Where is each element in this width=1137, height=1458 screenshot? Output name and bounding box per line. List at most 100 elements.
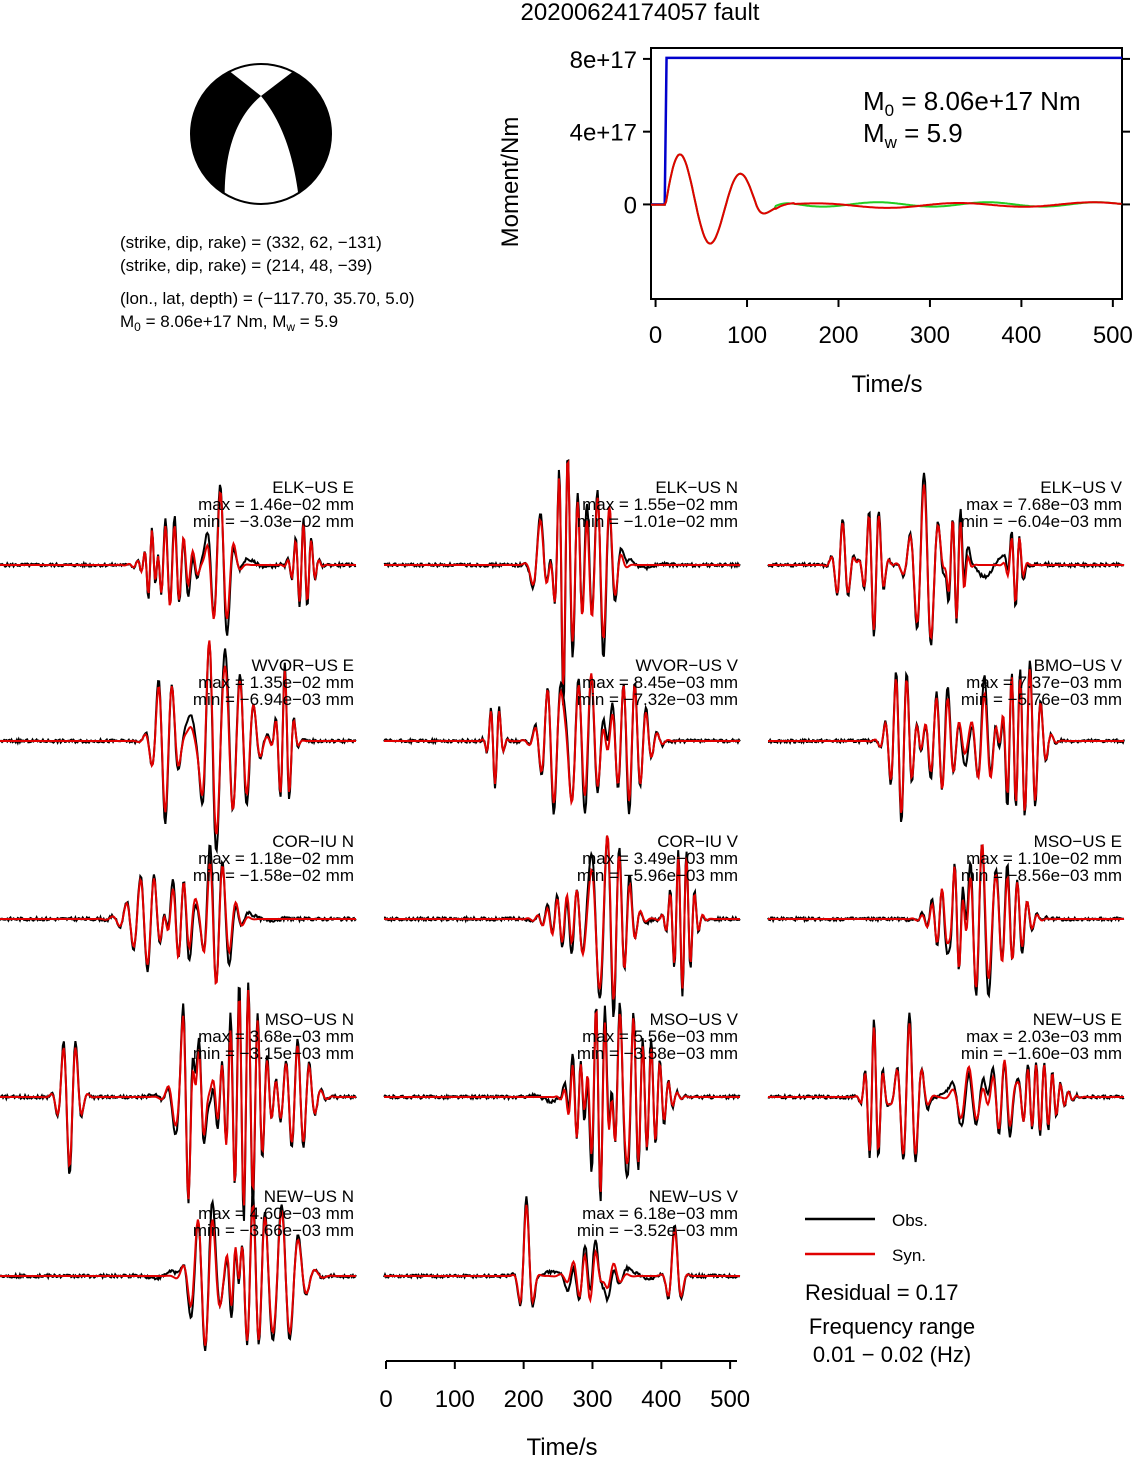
station-max: max = 5.56e−03 mm — [582, 1027, 738, 1046]
moment-function-chart: 0 4e+17 8e+17 0 100 200 300 400 500 Moment/Nm T… — [497, 47, 1133, 398]
station-max: max = 1.46e−02 mm — [198, 495, 354, 514]
station-max: max = 8.45e−03 mm — [582, 673, 738, 692]
synthetic-trace — [0, 1204, 356, 1346]
station-min: min = −1.01e−02 mm — [577, 512, 738, 531]
station-min: min = −3.58e−03 mm — [577, 1044, 738, 1063]
synthetic-trace — [0, 860, 356, 986]
moment-rate-synthetic-line — [651, 153, 1122, 245]
waveform-time-axis: 0 100 200 300 400 500 — [379, 1360, 750, 1413]
moment-xtick-label: 0 — [649, 322, 662, 349]
station-min: min = −1.58e−02 mm — [193, 866, 354, 885]
station-label: NEW−US N — [264, 1187, 354, 1206]
station-min: min = −3.03e−02 mm — [193, 512, 354, 531]
hypocenter-location: (lon., lat, depth) = (−117.70, 35.70, 5.… — [120, 289, 415, 308]
synthetic-trace — [768, 484, 1124, 641]
station-min: min = −3.52e−03 mm — [577, 1221, 738, 1240]
figure-title: 20200624174057 fault — [521, 0, 760, 26]
station-min: min = −8.56e−03 mm — [961, 866, 1122, 885]
station-max: max = 2.03e−03 mm — [966, 1027, 1122, 1046]
waveform-xtick-label: 500 — [710, 1386, 750, 1413]
synthetic-trace — [384, 835, 740, 1000]
station-min: min = −1.60e−03 mm — [961, 1044, 1122, 1063]
station-label: MSO−US N — [265, 1010, 354, 1029]
moment-xtick-label: 400 — [1001, 322, 1041, 349]
moment-xlabel: Time/s — [851, 371, 922, 398]
station-label: WVOR−US V — [636, 656, 739, 675]
moment-rate-observed-line — [651, 153, 1122, 245]
legend-obs-label: Obs. — [892, 1211, 928, 1230]
station-min: min = −5.96e−03 mm — [577, 866, 738, 885]
station-max: max = 3.49e−03 mm — [582, 849, 738, 868]
station-min: min = −6.04e−03 mm — [961, 512, 1122, 531]
synthetic-trace — [384, 459, 740, 685]
synthetic-trace — [384, 673, 740, 807]
synthetic-trace — [0, 989, 356, 1206]
station-min: min = −6.94e−03 mm — [193, 690, 354, 709]
legend: Obs. Syn. Residual = 0.17 Frequency rang… — [805, 1211, 975, 1367]
moment-xtick-label: 100 — [727, 322, 767, 349]
synthetic-trace — [0, 491, 356, 620]
moment-ytick-label: 8e+17 — [570, 47, 637, 74]
beachball-icon — [190, 63, 332, 205]
station-max: max = 1.35e−02 mm — [198, 673, 354, 692]
synthetic-trace — [384, 1204, 740, 1306]
station-min: min = −5.76e−03 mm — [961, 690, 1122, 709]
moment-summary: M0 = 8.06e+17 Nm, Mw = 5.9 — [120, 312, 338, 334]
station-max: max = 1.55e−02 mm — [582, 495, 738, 514]
waveform-xtick-label: 0 — [379, 1386, 392, 1413]
station-label: MSO−US V — [650, 1010, 739, 1029]
mechanism-plane-1: (strike, dip, rake) = (332, 62, −131) — [120, 233, 382, 252]
moment-xtick-label: 300 — [910, 322, 950, 349]
station-min: min = −3.66e−03 mm — [193, 1221, 354, 1240]
frequency-range-title: Frequency range — [809, 1314, 975, 1339]
station-max: max = 7.68e−03 mm — [966, 495, 1122, 514]
frequency-range-value: 0.01 − 0.02 (Hz) — [813, 1342, 971, 1367]
moment-annotation-m0: M0 = 8.06e+17 Nm — [863, 86, 1081, 120]
moment-ytick-label: 0 — [624, 192, 637, 219]
station-label: COR−IU N — [272, 832, 354, 851]
synthetic-trace — [768, 843, 1124, 988]
waveform-xtick-label: 300 — [572, 1386, 612, 1413]
station-label: NEW−US E — [1033, 1010, 1122, 1029]
station-max: max = 1.10e−02 mm — [966, 849, 1122, 868]
station-label: WVOR−US E — [252, 656, 355, 675]
station-max: max = 1.18e−02 mm — [198, 849, 354, 868]
station-label: COR−IU V — [657, 832, 738, 851]
moment-xtick-label: 500 — [1093, 322, 1133, 349]
station-max: max = 7.37e−03 mm — [966, 673, 1122, 692]
station-label: ELK−US E — [272, 478, 354, 497]
station-max: max = 3.68e−03 mm — [198, 1027, 354, 1046]
mechanism-plane-2: (strike, dip, rake) = (214, 48, −39) — [120, 256, 372, 275]
synthetic-trace — [768, 1023, 1124, 1155]
station-label: ELK−US N — [655, 478, 738, 497]
legend-syn-label: Syn. — [892, 1246, 926, 1265]
station-min: min = −7.32e−03 mm — [577, 690, 738, 709]
moment-xtick-label: 200 — [818, 322, 858, 349]
residual-label: Residual = 0.17 — [805, 1280, 959, 1305]
moment-plot-frame — [650, 47, 1123, 300]
synthetic-trace — [768, 669, 1124, 813]
synthetic-trace — [0, 640, 356, 835]
waveform-xlabel: Time/s — [526, 1434, 597, 1458]
station-label: NEW−US V — [649, 1187, 739, 1206]
moment-ylabel: Moment/Nm — [497, 117, 524, 248]
waveform-xtick-label: 100 — [435, 1386, 475, 1413]
synthetic-trace — [384, 1009, 740, 1192]
station-label: BMO−US V — [1034, 656, 1123, 675]
